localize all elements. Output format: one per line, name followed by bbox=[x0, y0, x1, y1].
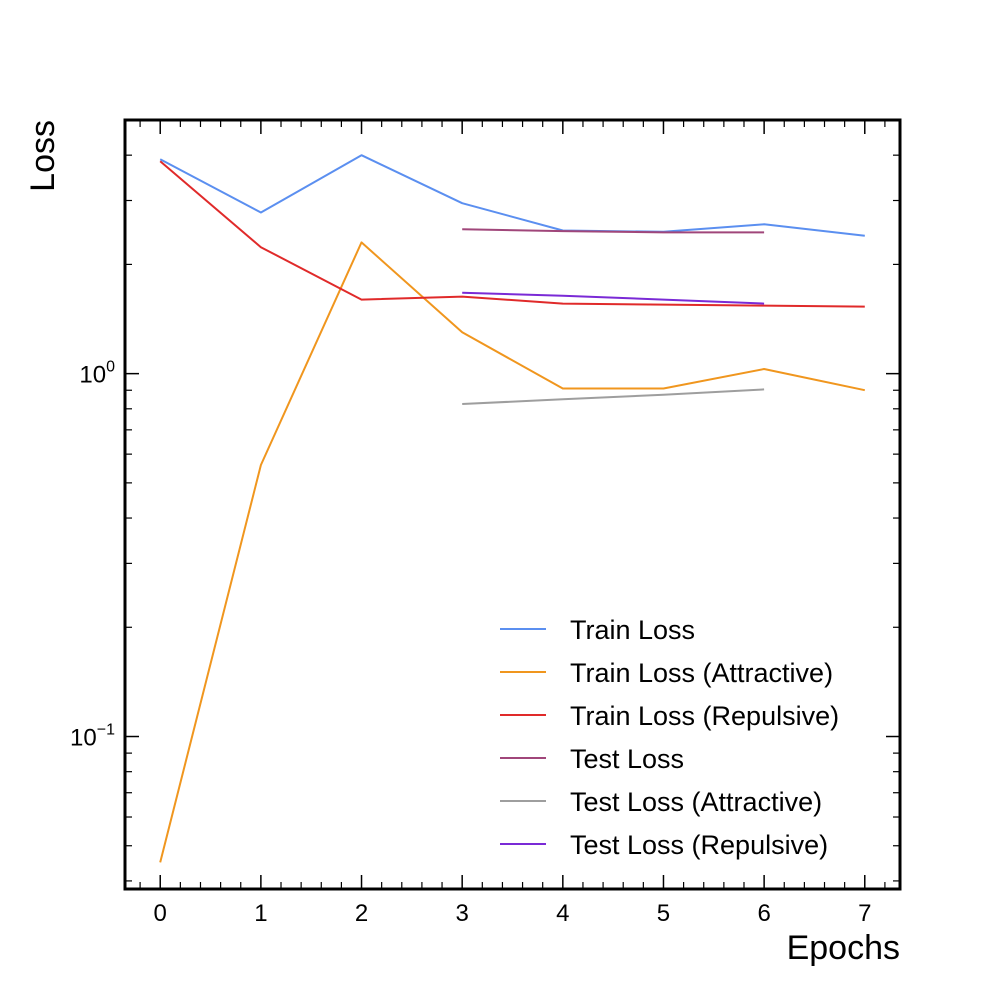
x-tick-label: 7 bbox=[858, 900, 871, 927]
series-line-3 bbox=[159, 160, 865, 308]
legend-label: Test Loss bbox=[570, 744, 684, 774]
x-tick-label: 5 bbox=[657, 900, 670, 927]
legend-label: Train Loss (Attractive) bbox=[570, 658, 833, 688]
y-axis-label: Loss bbox=[24, 120, 62, 192]
x-tick-labels: 0 1 2 3 4 5 6 7 bbox=[154, 900, 872, 927]
series-lines bbox=[159, 154, 866, 863]
x-tick-label: 2 bbox=[355, 900, 368, 927]
series-line-6 bbox=[462, 291, 765, 305]
series-line-5 bbox=[462, 388, 765, 405]
legend-label: Train Loss bbox=[570, 615, 695, 645]
legend: Train Loss Train Loss (Attractive) Train L… bbox=[500, 615, 839, 860]
series-line-1 bbox=[159, 154, 865, 237]
axis-ticks bbox=[125, 119, 900, 889]
y-tick-label: 100 bbox=[79, 359, 115, 389]
legend-label: Train Loss (Repulsive) bbox=[570, 701, 839, 731]
plot-frame bbox=[123, 118, 902, 891]
x-axis-label: Epochs bbox=[787, 929, 900, 967]
y-tick-labels: 100 10−1 bbox=[70, 359, 115, 752]
legend-label: Test Loss (Attractive) bbox=[570, 787, 822, 817]
x-tick-label: 3 bbox=[455, 900, 468, 927]
series-line-4 bbox=[462, 228, 765, 234]
x-tick-label: 6 bbox=[757, 900, 770, 927]
series-line-2 bbox=[159, 241, 866, 863]
legend-label: Test Loss (Repulsive) bbox=[570, 830, 828, 860]
x-tick-label: 4 bbox=[556, 900, 569, 927]
x-tick-label: 0 bbox=[154, 900, 167, 927]
y-tick-label: 10−1 bbox=[70, 722, 115, 752]
x-tick-label: 1 bbox=[254, 900, 267, 927]
